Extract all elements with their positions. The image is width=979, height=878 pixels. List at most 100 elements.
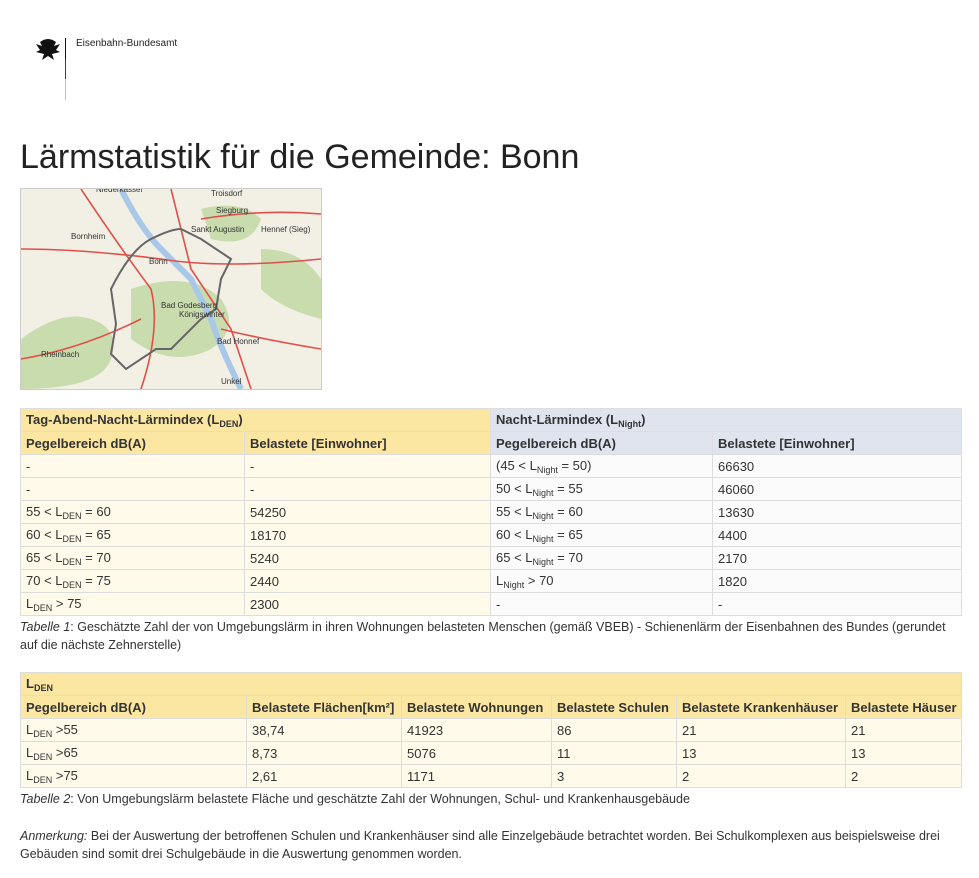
cell: LDEN >55	[20, 718, 247, 742]
cell: 60 < LNight = 65	[490, 523, 713, 547]
map-label: Siegburg	[216, 206, 248, 215]
cell: 70 < LDEN = 75	[20, 569, 245, 593]
cell: 86	[551, 718, 677, 742]
text-run: )	[641, 411, 646, 427]
cell: 2,61	[246, 764, 402, 788]
map-label: Bornheim	[71, 232, 106, 241]
subscript: DEN	[219, 418, 239, 429]
subscript: DEN	[33, 728, 53, 739]
text-run: 65 < L	[26, 549, 63, 565]
cell: 13	[676, 741, 846, 765]
org-name: Eisenbahn-Bundesamt	[76, 38, 178, 49]
subscript: DEN	[33, 682, 53, 693]
subscript: DEN	[62, 579, 82, 590]
boundary	[109, 227, 233, 371]
text-run: (45 < L	[496, 457, 537, 473]
cell: 2300	[244, 592, 491, 616]
map-label: Königswinter	[179, 310, 225, 319]
group-header: Nacht-Lärmindex (LNight)	[489, 408, 963, 432]
group-row: Tag-Abend-Nacht-Lärmindex (LDEN) Nacht-Lä…	[20, 408, 963, 432]
table1-caption: Tabelle 1: Geschätzte Zahl der von Umgeb…	[20, 618, 955, 654]
cell: LDEN >65	[20, 741, 247, 765]
text-run: )	[238, 411, 243, 427]
column-header: Belastete [Einwohner]	[711, 431, 963, 455]
subscript: DEN	[62, 533, 82, 544]
data-row: LDEN >65 8,73 5076 11 13 13	[20, 741, 962, 765]
subscript: DEN	[33, 751, 53, 762]
subscript: DEN	[33, 774, 53, 785]
column-header: Pegelbereich dB(A)	[20, 431, 245, 455]
cell: 1171	[401, 764, 552, 788]
column-header: Belastete Flächen[km²]	[246, 695, 402, 719]
forest	[21, 205, 321, 389]
column-header: Belastete Wohnungen	[401, 695, 552, 719]
cell: 2170	[711, 546, 963, 570]
cell: 11	[551, 741, 677, 765]
cell: 54250	[244, 500, 491, 524]
cell: 3	[551, 764, 677, 788]
cell: (45 < LNight = 50)	[490, 454, 713, 478]
note-label: Anmerkung:	[20, 829, 88, 843]
column-header: Belastete Häuser	[845, 695, 962, 719]
noise-table-buildings: LDEN Pegelbereich dB(A) Belastete Flächen[…	[20, 672, 962, 788]
cell: LDEN >75	[20, 764, 247, 788]
cell: 13630	[711, 500, 963, 524]
cell: 55 < LNight = 60	[490, 500, 713, 524]
text-run: = 65	[553, 526, 583, 542]
subscript: Night	[532, 533, 554, 544]
header-row: Pegelbereich dB(A) Belastete [Einwohner] P…	[20, 431, 963, 455]
subscript: DEN	[62, 556, 82, 567]
column-header: Pegelbereich dB(A)	[20, 695, 247, 719]
subscript: Night	[503, 579, 525, 590]
data-row: - - (45 < LNight = 50) 66630	[20, 454, 963, 478]
subscript: Night	[532, 487, 554, 498]
data-row: LDEN > 75 2300- -	[20, 592, 963, 616]
text-run: Tag-Abend-Nacht-Lärmindex (L	[26, 411, 220, 427]
page-title: Lärmstatistik für die Gemeinde: Bonn	[20, 138, 580, 176]
text-run: >75	[52, 767, 78, 783]
text-run: = 75	[81, 572, 111, 588]
text-run: 55 < L	[26, 503, 63, 519]
map-label: Bad Godesberg	[161, 301, 217, 310]
text-run: L	[496, 572, 504, 588]
map-label: Troisdorf	[211, 189, 243, 198]
flag-gold	[65, 79, 66, 100]
text-run: L	[26, 767, 34, 783]
cell: -	[244, 454, 491, 478]
cell: 21	[676, 718, 846, 742]
cell: -	[20, 454, 245, 478]
subscript: DEN	[33, 602, 53, 613]
cell: LDEN > 75	[20, 592, 245, 616]
data-row: LDEN >55 38,74 41923 86 21 21	[20, 718, 962, 742]
caption-text: : Geschätzte Zahl der von Umgebungslärm …	[20, 620, 946, 652]
group-row: LDEN	[20, 672, 962, 696]
text-run: = 70	[553, 549, 583, 565]
cell: 60 < LDEN = 65	[20, 523, 245, 547]
eagle	[36, 39, 60, 60]
cell: 21	[845, 718, 962, 742]
data-row: 70 < LDEN = 75 2440 LNight > 70 1820	[20, 569, 963, 593]
data-row: 55 < LDEN = 60 54250 55 < LNight = 60 13630	[20, 500, 963, 524]
cell: 66630	[711, 454, 963, 478]
map-label: Niederkassel	[96, 188, 142, 194]
caption-text: : Von Umgebungslärm belastete Fläche und…	[70, 792, 690, 806]
note: Anmerkung: Bei der Auswertung der betrof…	[20, 827, 955, 863]
note-text: Bei der Auswertung der betroffenen Schul…	[20, 829, 940, 861]
cell: -	[711, 592, 963, 616]
cell: 8,73	[246, 741, 402, 765]
text-run: L	[26, 721, 34, 737]
river	[118, 189, 244, 389]
text-run: L	[26, 744, 34, 760]
caption-label: Tabelle 1	[20, 620, 71, 634]
text-run: 70 < L	[26, 572, 63, 588]
data-row: LDEN >75 2,61 1171 3 2 2	[20, 764, 962, 788]
group-header: Tag-Abend-Nacht-Lärmindex (LDEN)	[20, 408, 491, 432]
cell: 65 < LNight = 70	[490, 546, 713, 570]
cell: -	[490, 592, 713, 616]
cell: 46060	[711, 477, 963, 501]
cell: 5076	[401, 741, 552, 765]
cell: 4400	[711, 523, 963, 547]
subscript: Night	[532, 556, 554, 567]
map-label: Bonn	[149, 257, 168, 266]
cell: 2	[676, 764, 846, 788]
